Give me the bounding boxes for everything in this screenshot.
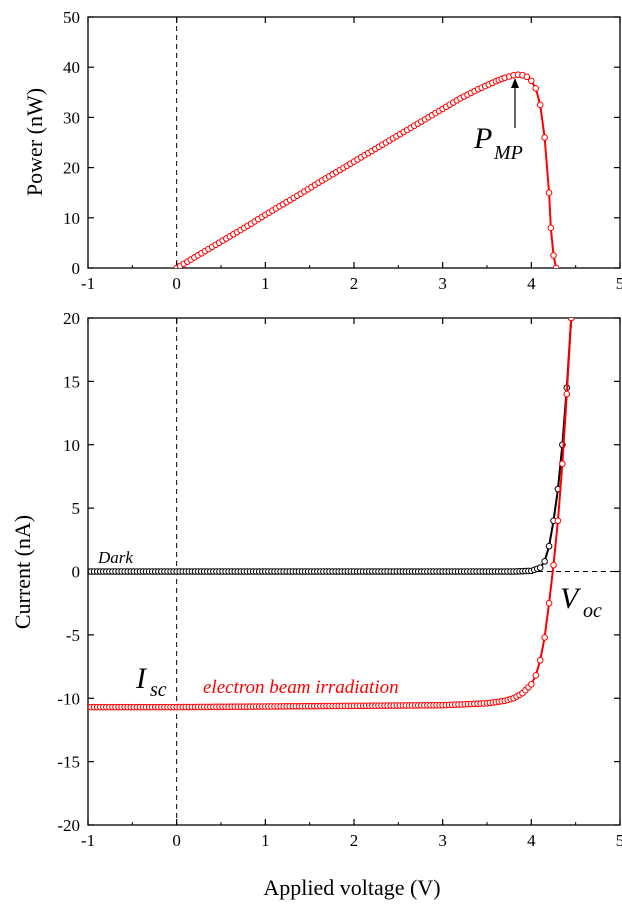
power-series-0-point bbox=[523, 73, 531, 81]
current-y-tick-label: 10 bbox=[63, 436, 80, 455]
current-x-tick-label: 5 bbox=[616, 831, 622, 850]
power-y-tick-label: 0 bbox=[72, 259, 81, 278]
power-plot-frame bbox=[87, 16, 621, 269]
current-y-tick-label: 15 bbox=[63, 372, 80, 391]
voc-label: V bbox=[560, 582, 582, 615]
power-series-0-point bbox=[547, 224, 555, 232]
pmp-annotation: P MP bbox=[473, 78, 523, 164]
power-series-line-0 bbox=[176, 73, 558, 268]
current-y-tick-label: -10 bbox=[57, 689, 80, 708]
power-x-tick-label: 1 bbox=[261, 274, 270, 293]
power-series-0-point bbox=[541, 134, 548, 141]
power-x-tick-label: 2 bbox=[350, 274, 359, 293]
current-series-1-point bbox=[554, 517, 562, 525]
current-y-tick-label: 0 bbox=[72, 563, 81, 582]
current-series-1-point bbox=[532, 672, 540, 679]
current-y-axis-title: Current (nA) bbox=[10, 515, 35, 629]
pmp-arrow-head bbox=[511, 78, 519, 88]
power-x-tick-label: 3 bbox=[438, 274, 447, 293]
current-series-0-point bbox=[545, 542, 553, 550]
current-y-tick-label: 20 bbox=[63, 309, 80, 328]
power-series-0-point bbox=[536, 101, 544, 109]
ebeam-series-label: electron beam irradiation bbox=[203, 677, 399, 698]
power-y-tick-label: 30 bbox=[63, 108, 80, 127]
isc-label: I bbox=[135, 662, 148, 695]
current-x-tick-label: 1 bbox=[261, 831, 270, 850]
power-x-tick-label: 5 bbox=[616, 274, 622, 293]
current-series-0-point bbox=[536, 564, 544, 572]
pmp-label: P bbox=[473, 122, 492, 155]
power-series-0-point bbox=[550, 252, 557, 259]
power-marks bbox=[173, 17, 560, 268]
dark-series-label: Dark bbox=[97, 548, 133, 567]
power-x-tick-label: -1 bbox=[81, 274, 95, 293]
power-y-tick-label: 20 bbox=[63, 159, 80, 178]
current-series-1-point bbox=[536, 656, 544, 664]
current-x-tick-label: 3 bbox=[438, 831, 447, 850]
current-x-tick-label: 4 bbox=[527, 831, 536, 850]
power-y-tick-label: 10 bbox=[63, 209, 80, 228]
current-series-1-point bbox=[550, 561, 557, 569]
current-x-tick-label: 2 bbox=[350, 831, 359, 850]
current-series-1-point bbox=[563, 390, 571, 398]
current-y-tick-label: 5 bbox=[72, 499, 81, 518]
isc-annotation: I sc bbox=[135, 662, 167, 701]
current-marks bbox=[88, 318, 620, 825]
current-y-tick-label: -15 bbox=[57, 753, 80, 772]
current-y-tick-label: -20 bbox=[57, 816, 80, 835]
power-series-0-point bbox=[528, 77, 535, 85]
current-x-tick-label: -1 bbox=[81, 831, 95, 850]
current-y-tick-label: -5 bbox=[66, 626, 80, 645]
current-series-1-point bbox=[567, 318, 575, 322]
power-y-axis-title: Power (nW) bbox=[22, 88, 47, 196]
current-series-1-point bbox=[545, 599, 553, 607]
power-series-0-point bbox=[532, 84, 540, 92]
current-x-tick-label: 0 bbox=[172, 831, 181, 850]
power-series-0-point bbox=[552, 264, 560, 268]
current-series-1-point bbox=[541, 634, 548, 641]
x-axis-title: Applied voltage (V) bbox=[263, 875, 440, 900]
power-series-0-point bbox=[545, 189, 553, 196]
voc-subscript: oc bbox=[583, 600, 602, 622]
current-series-0-point bbox=[541, 558, 548, 565]
power-y-tick-label: 50 bbox=[63, 8, 80, 27]
power-y-tick-label: 40 bbox=[63, 58, 80, 77]
pmp-subscript: MP bbox=[493, 142, 523, 164]
isc-subscript: sc bbox=[150, 679, 167, 701]
power-x-tick-label: 0 bbox=[172, 274, 181, 293]
current-series-line-0 bbox=[88, 318, 573, 573]
current-series-1-point bbox=[559, 460, 566, 468]
voc-annotation: V oc bbox=[560, 582, 602, 622]
power-x-tick-label: 4 bbox=[527, 274, 536, 293]
current-series-line-1 bbox=[88, 318, 573, 709]
current-series-1-point bbox=[528, 681, 535, 688]
